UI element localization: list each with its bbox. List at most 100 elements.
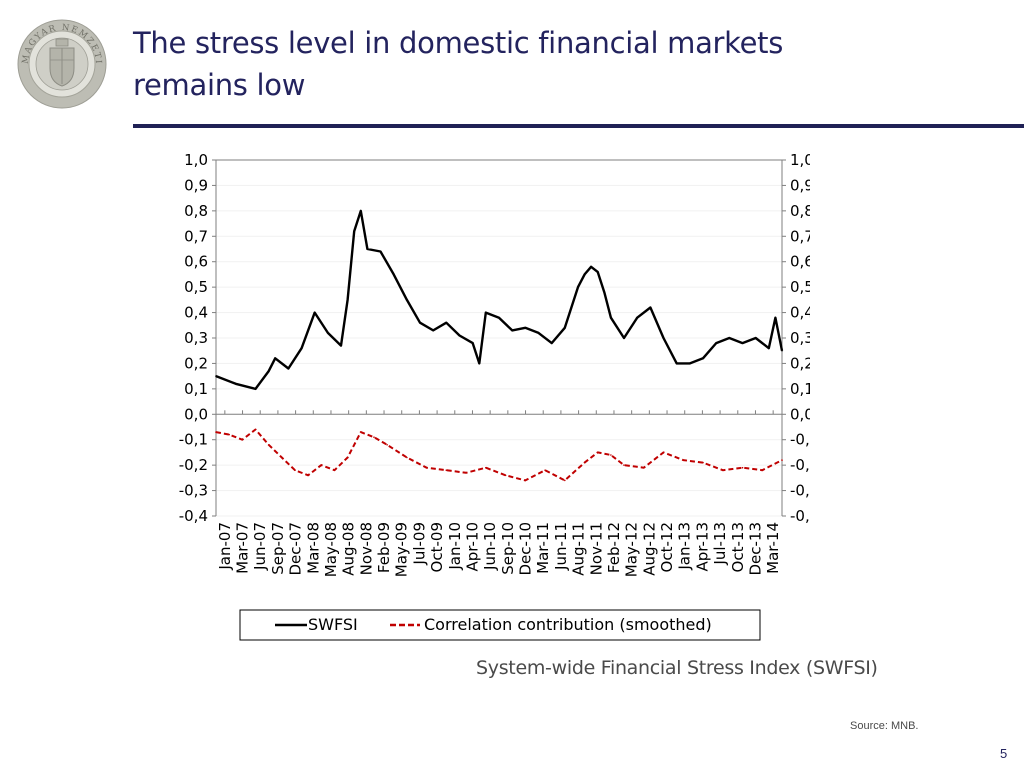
- correlation-point: [373, 436, 375, 439]
- swfsi-point: [353, 230, 355, 232]
- right-y-tick-label: 0,1: [790, 380, 810, 398]
- correlation-point: [583, 461, 586, 464]
- x-tick-label: Jul-13: [711, 522, 729, 566]
- right-y-tick-label: 0,8: [790, 202, 810, 220]
- swfsi-point: [603, 291, 606, 293]
- right-y-tick-label: -0,2: [790, 456, 810, 474]
- swfsi-chart: 1,0 1,0 0,9 0,9 0,8 0,8 0,7 0,7 0,6 0,6 0,5 0,5 0,4 0…: [179, 151, 810, 641]
- x-tick-label: Jun-07: [251, 522, 269, 571]
- legend-correlation-label: Correlation contribution (smoothed): [424, 615, 712, 634]
- legend-box: [239, 609, 761, 641]
- x-tick-label: Aug-12: [640, 522, 658, 576]
- left-y-tick-label: 0,7: [184, 227, 208, 245]
- swfsi-point: [715, 342, 717, 344]
- x-tick-label: Dec-07: [287, 522, 305, 576]
- swfsi-point: [485, 311, 487, 314]
- x-tick-label: Jan-07: [216, 522, 234, 571]
- left-y-tick-label: 0,4: [184, 304, 208, 322]
- correlation-point: [643, 466, 645, 469]
- chart-axes: 1,0 1,0 0,9 0,9 0,8 0,8 0,7 0,7 0,6 0,6 0,5 0,5 0,4 0…: [179, 151, 810, 577]
- swfsi-point: [215, 375, 217, 377]
- chart-legend: SWFSI Correlation contribution (smoothed): [239, 609, 761, 641]
- correlation-point: [425, 466, 428, 469]
- x-tick-label: Mar-08: [304, 522, 322, 574]
- correlation-point: [241, 438, 244, 441]
- swfsi-point: [754, 337, 757, 339]
- swfsi-point: [366, 248, 369, 250]
- left-y-tick-label: 0,8: [184, 202, 208, 220]
- source-note: Source: MNB.: [850, 720, 919, 732]
- x-tick-label: Mar-14: [764, 522, 782, 574]
- x-tick-label: Dec-10: [517, 522, 535, 576]
- correlation-point: [445, 469, 448, 472]
- swfsi-point: [346, 299, 349, 301]
- right-y-tick-label: -0,3: [790, 482, 810, 500]
- correlation-point: [281, 456, 283, 459]
- swfsi-point: [419, 321, 421, 324]
- x-tick-label: Nov-11: [587, 522, 605, 575]
- swfsi-point: [445, 321, 448, 324]
- mnb-logo: MAGYAR NEMZETI BANK: [16, 18, 107, 109]
- correlation-point: [485, 466, 487, 469]
- right-y-tick-label: 0,4: [790, 304, 810, 322]
- x-tick-label: Jun-11: [552, 522, 570, 571]
- correlation-point: [465, 472, 467, 474]
- swfsi-point: [636, 316, 638, 319]
- x-tick-label: Apr-13: [693, 522, 711, 572]
- legend-swfsi-label: SWFSI: [308, 615, 358, 634]
- correlation-point: [564, 479, 566, 482]
- x-tick-label: Oct-09: [428, 522, 446, 572]
- left-y-tick-label: 0,2: [184, 354, 208, 372]
- correlation-point: [610, 454, 612, 456]
- right-y-tick-label: 0,7: [790, 227, 810, 245]
- x-tick-label: Jul-09: [410, 522, 428, 566]
- right-y-tick-label: -0,4: [790, 507, 810, 525]
- x-tick-label: Sep-07: [269, 522, 287, 575]
- swfsi-point: [234, 383, 237, 385]
- x-tick-label: Mar-07: [234, 522, 252, 574]
- swfsi-point: [768, 347, 770, 349]
- right-y-tick-label: 0,0: [790, 405, 810, 423]
- swfsi-point: [675, 362, 678, 365]
- swfsi-point: [583, 273, 586, 276]
- chart-grid: [216, 159, 782, 517]
- swfsi-point: [741, 342, 744, 344]
- left-y-tick-label: -0,1: [179, 431, 208, 449]
- right-y-tick-label: 0,9: [790, 176, 810, 194]
- swfsi-point: [327, 332, 329, 334]
- correlation-point: [320, 464, 323, 466]
- correlation-point: [307, 474, 309, 477]
- swfsi-point: [254, 388, 257, 390]
- title-line-2: remains low: [133, 68, 306, 102]
- correlation-contribution-line: [215, 428, 783, 482]
- correlation-point: [346, 456, 349, 459]
- swfsi-point: [774, 316, 777, 319]
- correlation-point: [406, 456, 408, 459]
- x-tick-label: May-08: [322, 522, 340, 577]
- swfsi-point: [590, 266, 592, 268]
- x-tick-label: Jun-10: [481, 522, 499, 571]
- swfsi-point: [610, 316, 612, 319]
- x-tick-label: May-09: [393, 522, 411, 577]
- x-tick-label: Oct-13: [729, 522, 747, 572]
- swfsi-point: [267, 370, 270, 372]
- swfsi-point: [781, 349, 783, 352]
- x-tick-label: Jan-10: [446, 522, 464, 571]
- correlation-point: [524, 479, 527, 482]
- left-y-tick-label: -0,2: [179, 456, 208, 474]
- swfsi-point: [392, 273, 395, 276]
- correlation-point: [662, 451, 665, 454]
- left-y-tick-label: 0,1: [184, 380, 208, 398]
- correlation-point: [761, 469, 764, 472]
- swfsi-point: [728, 337, 731, 339]
- swfsi-point: [432, 329, 435, 332]
- swfsi-point: [689, 362, 691, 365]
- x-tick-label: Aug-11: [570, 522, 588, 576]
- swfsi-point: [596, 271, 599, 273]
- swfsi-point: [471, 342, 474, 344]
- correlation-point: [544, 469, 546, 472]
- swfsi-point: [537, 332, 540, 334]
- left-y-tick-label: -0,4: [179, 507, 208, 525]
- swfsi-point: [287, 367, 290, 370]
- x-tick-label: Oct-12: [658, 522, 676, 572]
